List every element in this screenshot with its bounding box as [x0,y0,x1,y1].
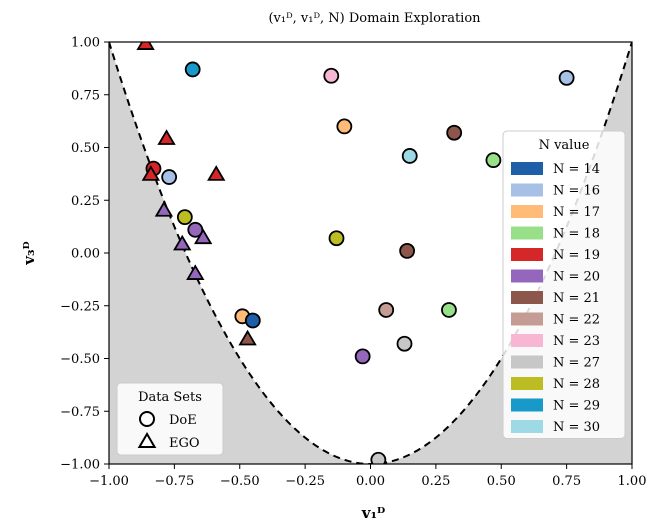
data-point-doe-2 [336,118,353,135]
x-axis-label: v₁ᴰ [361,504,385,522]
x-tick-label-6: 0.50 [487,474,516,489]
legend-n-title: N value [539,138,590,153]
data-point-doe-5 [558,69,575,86]
legend-n-swatch-0 [511,162,543,175]
legend-n-label-8: N = 23 [553,334,600,349]
x-tick-label-7: 0.75 [552,474,581,489]
legend-n-swatch-5 [511,269,543,283]
y-tick-label-5: 0.25 [71,194,100,209]
data-point-doe-1 [323,67,340,84]
data-point-ego-21 [157,129,176,145]
y-tick-label-1: −0.75 [60,405,100,420]
legend-n-swatch-7 [511,312,543,326]
data-point-doe-19 [370,451,387,464]
data-point-doe-15 [378,302,395,318]
legend-sets-label-0: DoE [169,413,197,428]
legend-n-label-2: N = 17 [553,205,600,220]
legend-sets-title: Data Sets [138,390,202,405]
data-point-doe-17 [396,335,413,352]
legend-n-swatch-6 [511,291,543,304]
data-point-doe-3 [446,124,463,141]
data-point-doe-4 [485,152,502,169]
legend-n-swatch-10 [511,377,543,390]
data-point-doe-12 [399,242,416,259]
data-point-ego-28 [238,329,257,346]
data-point-doe-16 [441,302,457,318]
legend-sets-box [116,382,224,456]
data-point-doe-18 [354,348,371,365]
x-tick-label-3: −0.25 [285,474,325,489]
chart-title: (v₁ᴰ, v₁ᴰ, N) Domain Exploration [268,11,481,26]
y-tick-label-7: 0.75 [71,88,100,103]
legend-n-swatch-9 [511,355,543,369]
legend-n-label-9: N = 27 [553,356,600,371]
legend-n-swatch-11 [511,398,543,412]
legend-n-swatch-1 [511,183,543,197]
y-tick-label-2: −0.50 [60,352,100,367]
data-point-doe-14 [244,312,261,329]
data-point-doe-11 [328,230,345,247]
legend-n-label-11: N = 29 [553,399,600,414]
data-point-ego-22 [141,165,161,181]
legend-n-label-1: N = 16 [553,184,600,199]
legend-n-label-0: N = 14 [553,162,600,177]
x-tick-label-5: 0.25 [421,474,450,489]
data-point-doe-8 [161,169,178,185]
data-point-doe-0 [184,61,201,78]
x-tick-label-1: −0.75 [154,474,194,489]
data-point-ego-24 [154,201,174,217]
x-tick-label-0: −1.00 [89,474,129,489]
legend-n-label-3: N = 18 [553,227,600,242]
legend-sets-marker-1 [137,432,157,448]
data-point-ego-26 [193,228,213,245]
axes-layer: −1.00 −0.75 −0.50 −0.25 0.00 0.25 0.50 0.75 1.00… [20,11,646,522]
legend-n-swatch-4 [511,248,543,261]
data-point-doe-6 [401,148,418,164]
legend-n-swatch-2 [511,205,543,218]
legend-n-swatch-12 [511,420,543,433]
legend-n-label-5: N = 20 [553,270,600,285]
legend-n-label-7: N = 22 [553,313,600,328]
legend-n-label-10: N = 28 [553,377,600,392]
legend-sets-marker-0 [139,411,155,427]
y-tick-label-4: 0.00 [71,247,100,262]
data-point-doe-10 [187,221,204,238]
y-tick-label-3: −0.25 [60,299,100,314]
y-tick-label-6: 0.50 [71,141,100,156]
legend-n-label-4: N = 19 [553,248,600,263]
y-tick-label-8: 1.00 [71,36,100,51]
x-tick-label-4: 0.00 [356,474,385,489]
data-point-ego-25 [173,234,192,251]
y-tick-label-0: −1.00 [60,458,100,473]
legend-n-box [502,130,626,439]
x-tick-label-2: −0.50 [220,474,260,489]
legend-n-swatch-3 [511,226,543,240]
y-axis-label: v₃ᴰ [20,241,38,265]
legend-layer: N value N = 14 N = 16 N = 17 N = 18 N = 19 N =… [116,130,626,456]
data-point-ego-27 [186,264,205,280]
infeasible-region [109,42,632,464]
legend-n-label-12: N = 30 [553,420,600,435]
data-point-doe-9 [176,209,193,226]
data-point-ego-23 [207,165,226,181]
legend-n-label-6: N = 21 [553,291,600,306]
legend-n-swatch-8 [511,334,543,347]
legend-sets-label-1: EGO [169,436,200,451]
x-tick-label-8: 1.00 [618,474,647,489]
